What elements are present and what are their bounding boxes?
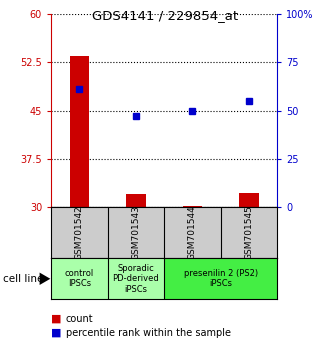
Text: control
IPSCs: control IPSCs bbox=[65, 269, 94, 289]
Text: Sporadic
PD-derived
iPSCs: Sporadic PD-derived iPSCs bbox=[113, 264, 159, 294]
Text: presenilin 2 (PS2)
iPSCs: presenilin 2 (PS2) iPSCs bbox=[183, 269, 258, 289]
Bar bbox=[51, 258, 108, 299]
Text: percentile rank within the sample: percentile rank within the sample bbox=[66, 328, 231, 338]
Bar bbox=[239, 193, 259, 207]
Text: GSM701545: GSM701545 bbox=[245, 205, 253, 260]
Bar bbox=[70, 56, 89, 207]
Bar bbox=[126, 194, 146, 207]
Bar bbox=[182, 206, 202, 207]
Text: count: count bbox=[66, 314, 94, 324]
Text: GSM701542: GSM701542 bbox=[75, 205, 84, 260]
Text: GSM701544: GSM701544 bbox=[188, 205, 197, 260]
Text: ■: ■ bbox=[51, 328, 62, 338]
Bar bbox=[164, 258, 277, 299]
Text: cell line: cell line bbox=[3, 274, 44, 284]
Text: ■: ■ bbox=[51, 314, 62, 324]
Text: GDS4141 / 229854_at: GDS4141 / 229854_at bbox=[92, 9, 238, 22]
Bar bbox=[108, 258, 164, 299]
Text: GSM701543: GSM701543 bbox=[131, 205, 141, 260]
